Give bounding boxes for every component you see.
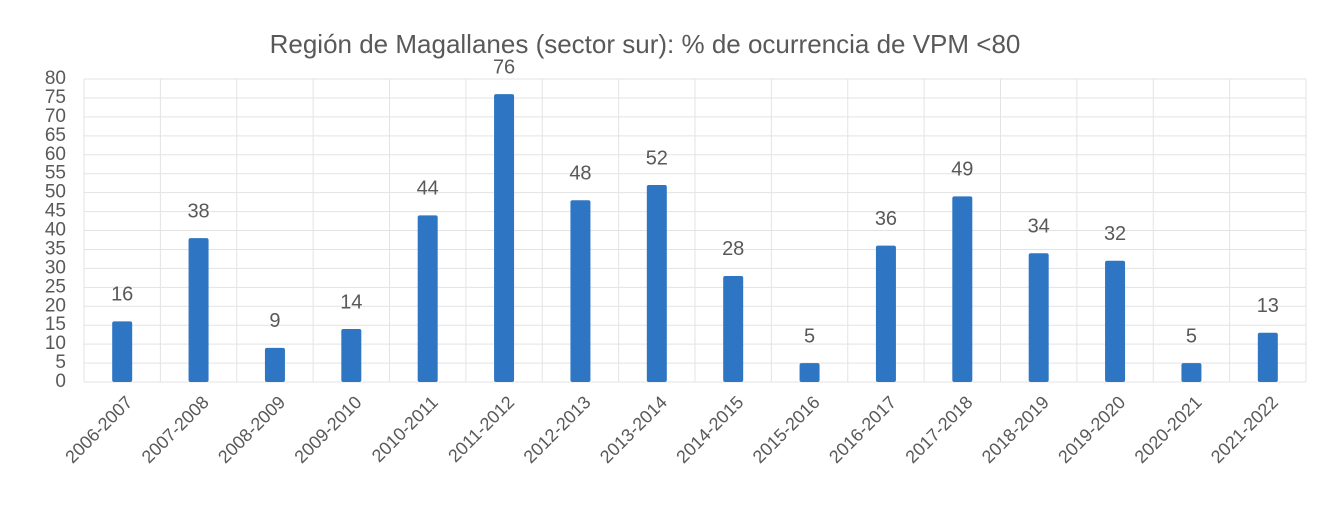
y-tick-label: 80 [45, 68, 66, 89]
y-tick-label: 0 [55, 371, 66, 392]
y-tick-label: 70 [45, 106, 66, 127]
y-tick-label: 65 [45, 125, 66, 146]
y-tick-label: 75 [45, 87, 66, 108]
x-tick-label: 2020-2021 [1131, 392, 1206, 467]
bar [1028, 253, 1049, 382]
data-label: 76 [493, 56, 515, 78]
data-label: 52 [646, 147, 668, 169]
bar [1105, 260, 1126, 382]
x-tick-label: 2019-2020 [1054, 392, 1129, 467]
y-tick-label: 50 [45, 182, 66, 203]
y-tick-label: 20 [45, 295, 66, 316]
data-label: 16 [111, 284, 133, 306]
data-label: 5 [1186, 325, 1197, 347]
bar [799, 363, 820, 382]
x-tick-label: 2014-2015 [672, 392, 747, 467]
x-tick-label: 2015-2016 [749, 392, 824, 467]
bar [417, 215, 438, 382]
y-tick-label: 55 [45, 163, 66, 184]
data-label: 36 [875, 208, 897, 230]
data-label: 5 [804, 325, 815, 347]
y-tick-label: 25 [45, 276, 66, 297]
y-tick-label: 30 [45, 257, 66, 278]
bar [188, 238, 209, 382]
y-tick-label: 5 [55, 352, 66, 373]
data-label: 14 [340, 291, 362, 313]
x-tick-label: 2021-2022 [1207, 392, 1282, 467]
bar [494, 94, 515, 383]
bar [646, 185, 667, 382]
y-tick-label: 10 [45, 333, 66, 354]
x-tick-label: 2011-2012 [444, 392, 518, 466]
bar [341, 328, 362, 382]
bar [875, 245, 896, 382]
x-tick-label: 2008-2009 [214, 392, 289, 467]
y-tick-label: 15 [45, 314, 66, 335]
x-tick-label: 2012-2013 [520, 392, 595, 467]
data-label: 9 [269, 310, 280, 332]
bar [570, 200, 591, 382]
data-label: 49 [951, 159, 973, 181]
data-label: 44 [417, 178, 439, 200]
chart-title: Región de Magallanes (sector sur): % de … [270, 29, 1021, 59]
x-tick-label: 2006-2007 [61, 392, 136, 467]
bar [952, 196, 973, 382]
data-label: 32 [1104, 223, 1126, 245]
x-tick-label: 2010-2011 [368, 392, 442, 466]
bar [1257, 332, 1278, 382]
data-label: 38 [187, 200, 209, 222]
x-tick-label: 2018-2019 [978, 392, 1053, 467]
bar [264, 347, 285, 382]
bar [1181, 363, 1202, 382]
y-tick-label: 40 [45, 220, 66, 241]
data-label: 48 [569, 162, 591, 184]
x-tick-label: 2007-2008 [138, 392, 213, 467]
x-tick-label: 2017-2018 [901, 392, 976, 467]
y-tick-label: 35 [45, 238, 66, 259]
data-label: 28 [722, 238, 744, 260]
x-tick-label: 2016-2017 [825, 392, 900, 467]
x-tick-label: 2013-2014 [596, 392, 671, 467]
bar [723, 275, 744, 382]
data-label: 13 [1257, 295, 1279, 317]
data-label: 34 [1028, 216, 1050, 238]
y-tick-label: 45 [45, 201, 66, 222]
y-tick-label: 60 [45, 144, 66, 165]
x-tick-label: 2009-2010 [290, 392, 365, 467]
bar [112, 321, 133, 382]
